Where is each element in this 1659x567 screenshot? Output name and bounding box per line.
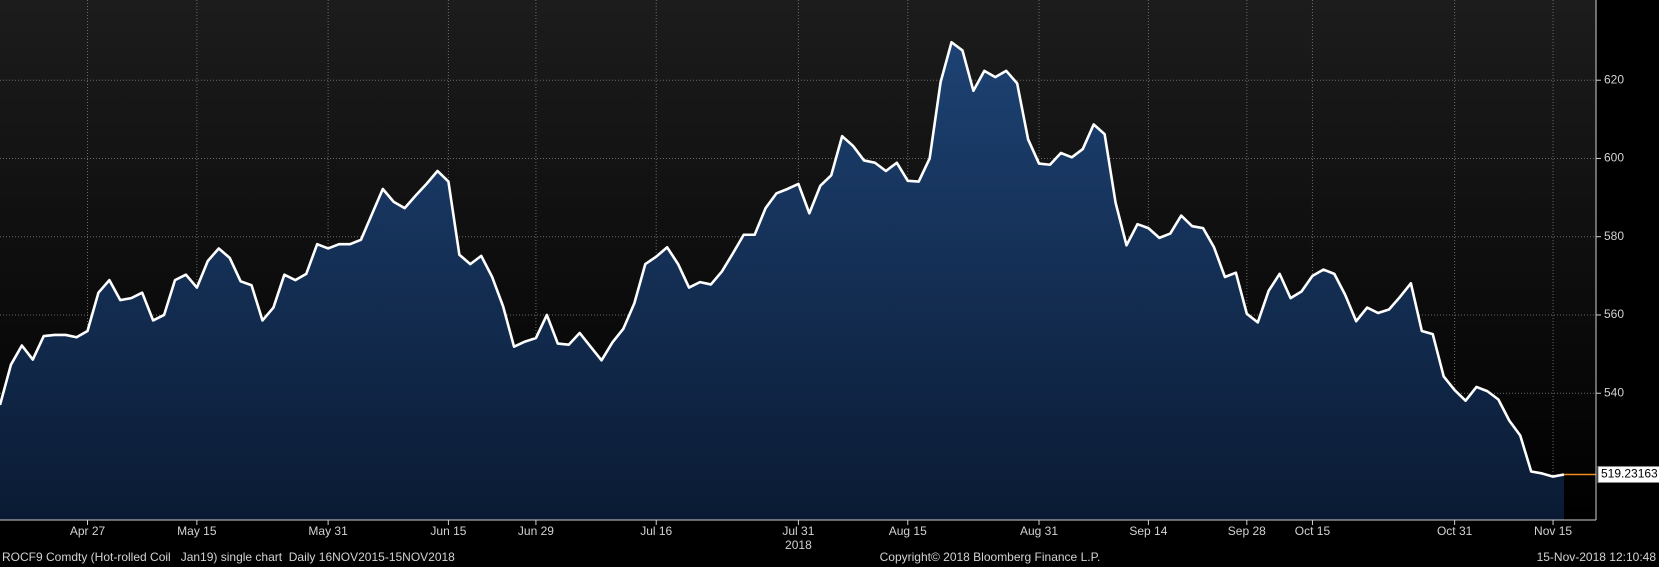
x-tick-label: Jun 29 xyxy=(518,524,554,538)
x-tick-label: May 31 xyxy=(308,524,348,538)
x-tick-label: Oct 15 xyxy=(1295,524,1331,538)
footer-center: Copyright© 2018 Bloomberg Finance L.P. xyxy=(880,550,1101,564)
x-tick-label: Jul 16 xyxy=(640,524,672,538)
x-tick-label: Apr 27 xyxy=(70,524,106,538)
area xyxy=(0,42,1564,520)
y-tick-label: 600 xyxy=(1604,151,1624,165)
y-tick-label: 560 xyxy=(1604,307,1624,321)
y-tick-label: 540 xyxy=(1604,385,1624,399)
x-tick-label: Sep 28 xyxy=(1228,524,1266,538)
x-tick-label: Jun 15 xyxy=(430,524,466,538)
x-sublabel: 2018 xyxy=(785,538,812,552)
marks xyxy=(0,40,1596,520)
last-value-box xyxy=(1597,465,1659,483)
y-tick-label: 620 xyxy=(1604,72,1624,86)
x-tick-label: May 15 xyxy=(177,524,217,538)
x-tick-label: Jul 31 xyxy=(782,524,814,538)
x-tick-label: Nov 15 xyxy=(1534,524,1572,538)
x-tick-label: Aug 31 xyxy=(1020,524,1058,538)
last-value-label: 519.23163 xyxy=(1601,467,1658,481)
footer-left: ROCF9 Comdty (Hot-rolled Coil Jan19) sin… xyxy=(2,550,455,564)
x-tick-label: Aug 15 xyxy=(889,524,927,538)
line xyxy=(0,40,1565,478)
x-tick-label: Oct 31 xyxy=(1437,524,1473,538)
y-tick-label: 580 xyxy=(1604,229,1624,243)
x-tick-label: Sep 14 xyxy=(1129,524,1167,538)
footer-right: 15-Nov-2018 12:10:48 xyxy=(1537,550,1657,564)
axes: 540 560 580 600 620 Apr 27 May 15 May 31 Jun 15 J… xyxy=(0,0,1659,552)
